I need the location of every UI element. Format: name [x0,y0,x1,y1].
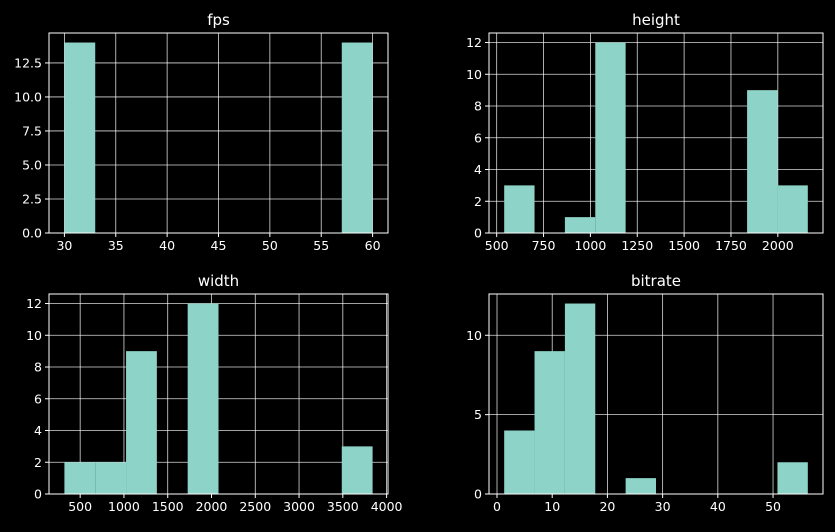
height-x-tick-label: 750 [532,238,556,253]
width-x-tick-label: 2500 [239,499,271,514]
width-x-tick-label: 3000 [283,499,315,514]
width-x-tick-label: 1000 [108,499,140,514]
fps-y-tick-label: 5.0 [22,157,42,172]
bitrate-bar [625,478,656,494]
fps-x-tick-label: 40 [159,238,175,253]
height-x-tick-label: 2000 [762,238,794,253]
fps-x-tick-label: 30 [56,238,72,253]
width-x-tick-label: 2000 [196,499,228,514]
panel-fps: 30 35 40 45 50 55 60 0.0 2.5 5.0 7.5 10.0 12.5 fps [14,11,389,253]
bitrate-bar [504,430,535,494]
bitrate-y-tick-label: 10 [466,328,482,343]
height-panel-title: height [632,11,680,29]
height-y-tick-label: 12 [466,35,482,50]
fps-bar [341,42,373,234]
height-x-tick-label: 500 [485,238,509,253]
bitrate-bar [564,303,596,494]
panel-bitrate: 0 10 20 30 40 50 0 5 10 bitrate [466,272,824,514]
height-y-tick-label: 6 [474,130,482,145]
bitrate-x-tick-label: 20 [599,499,615,514]
height-bar [777,185,808,233]
fps-x-tick-label: 35 [108,238,124,253]
width-x-tick-label: 3500 [327,499,359,514]
height-y-tick-label: 4 [474,162,482,177]
height-y-tick-label: 2 [474,194,482,209]
width-y-tick-label: 0 [34,487,42,502]
height-y-tick-label: 8 [474,99,482,114]
width-y-tick-label: 8 [34,360,42,375]
height-x-tick-label: 1250 [621,238,653,253]
fps-y-tick-label: 10.0 [14,89,42,104]
height-bar [747,90,778,234]
width-axes-frame [48,293,389,495]
bitrate-y-tick-label: 5 [474,407,482,422]
width-y-tick-label: 6 [34,391,42,406]
width-y-tick-label: 10 [26,328,42,343]
bitrate-y-tick-label: 0 [474,487,482,502]
bitrate-panel-title: bitrate [631,272,681,290]
bitrate-bar [777,462,808,494]
width-y-tick-label: 12 [26,296,42,311]
width-bar [64,462,96,494]
width-bar [126,351,157,494]
bitrate-x-tick-label: 0 [493,499,501,514]
height-bar [504,185,535,233]
fps-panel-title: fps [207,11,230,29]
bitrate-bar [534,351,565,494]
panel-height: 500 750 1000 1250 1500 1750 2000 0 2 4 6 8 10 12 heigh… [466,11,824,253]
fps-x-tick-label: 50 [262,238,278,253]
height-x-tick-label: 1500 [668,238,700,253]
fps-y-tick-label: 2.5 [22,191,42,206]
panel-width: 500 1000 1500 2000 2500 3000 3500 4000 0 2 4 6 8 10 12… [26,272,402,514]
width-x-tick-label: 4000 [371,499,403,514]
fps-y-tick-label: 12.5 [14,55,42,70]
width-bar [187,303,219,494]
height-x-tick-label: 1750 [715,238,747,253]
bitrate-x-tick-label: 40 [710,499,726,514]
bitrate-x-tick-label: 30 [655,499,671,514]
fps-bar [64,42,96,234]
height-bar [564,217,596,233]
width-y-tick-label: 2 [34,455,42,470]
bitrate-axes-frame [488,293,824,495]
height-axes-frame [488,32,824,234]
fps-x-tick-label: 60 [365,238,381,253]
width-panel-title: width [198,272,239,290]
height-y-tick-label: 10 [466,67,482,82]
fps-y-tick-label: 7.5 [22,123,42,138]
fps-x-tick-label: 45 [211,238,227,253]
height-y-tick-label: 0 [474,226,482,241]
bitrate-x-tick-label: 10 [544,499,560,514]
fps-x-tick-label: 55 [313,238,329,253]
height-x-tick-label: 1000 [574,238,606,253]
fps-y-tick-label: 0.0 [22,226,42,241]
width-bar [341,446,373,494]
width-bar [95,462,127,494]
width-y-tick-label: 4 [34,423,42,438]
bitrate-x-tick-label: 50 [765,499,781,514]
width-x-tick-label: 1500 [152,499,184,514]
height-bar [595,42,626,234]
width-x-tick-label: 500 [68,499,92,514]
